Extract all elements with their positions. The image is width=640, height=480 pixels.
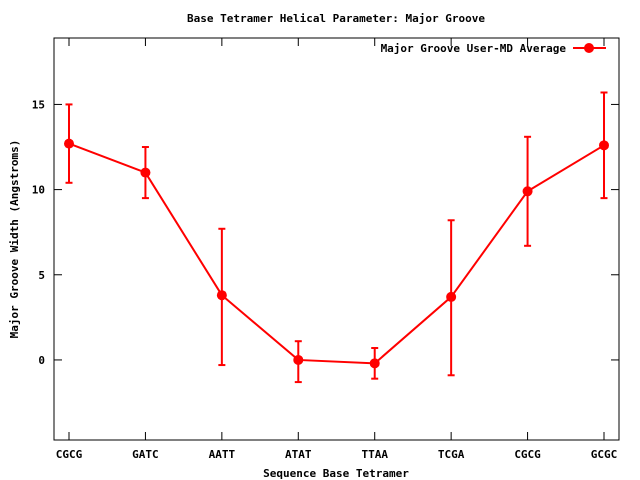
data-point [369,358,380,369]
chart-title: Base Tetramer Helical Parameter: Major G… [187,12,485,25]
legend-marker [584,43,594,53]
x-tick-label: CGCG [56,448,83,461]
y-axis-label: Major Groove Width (Angstroms) [8,140,21,339]
plot-frame [53,37,620,441]
x-tick-label: GCGC [591,448,618,461]
data-point [293,354,304,365]
data-point [599,140,609,151]
x-tick-label: CGCG [514,448,541,461]
data-point [140,167,151,178]
data-point [446,291,457,302]
data-point [522,186,533,197]
legend-label: Major Groove User-MD Average [381,42,567,55]
series-line [68,142,605,365]
y-axis: 0 5 10 15 [32,98,619,367]
data-point [64,138,74,149]
y-tick-label: 15 [32,98,45,111]
x-tick-label: GATC [132,448,159,461]
x-tick-label: AATT [209,448,236,461]
data-point [216,290,227,301]
x-tick-label: ATAT [285,448,312,461]
x-axis: CGCG GATC AATT ATAT TTAA TCGA CGCG GCGC [56,38,618,461]
x-tick-label: TCGA [438,448,465,461]
y-tick-label: 5 [38,269,45,282]
x-axis-label: Sequence Base Tetramer [263,467,409,480]
series-layer [64,91,609,384]
x-tick-label: TTAA [361,448,388,461]
y-tick-label: 0 [38,354,45,367]
y-tick-label: 10 [32,184,45,197]
legend: Major Groove User-MD Average [381,42,606,55]
